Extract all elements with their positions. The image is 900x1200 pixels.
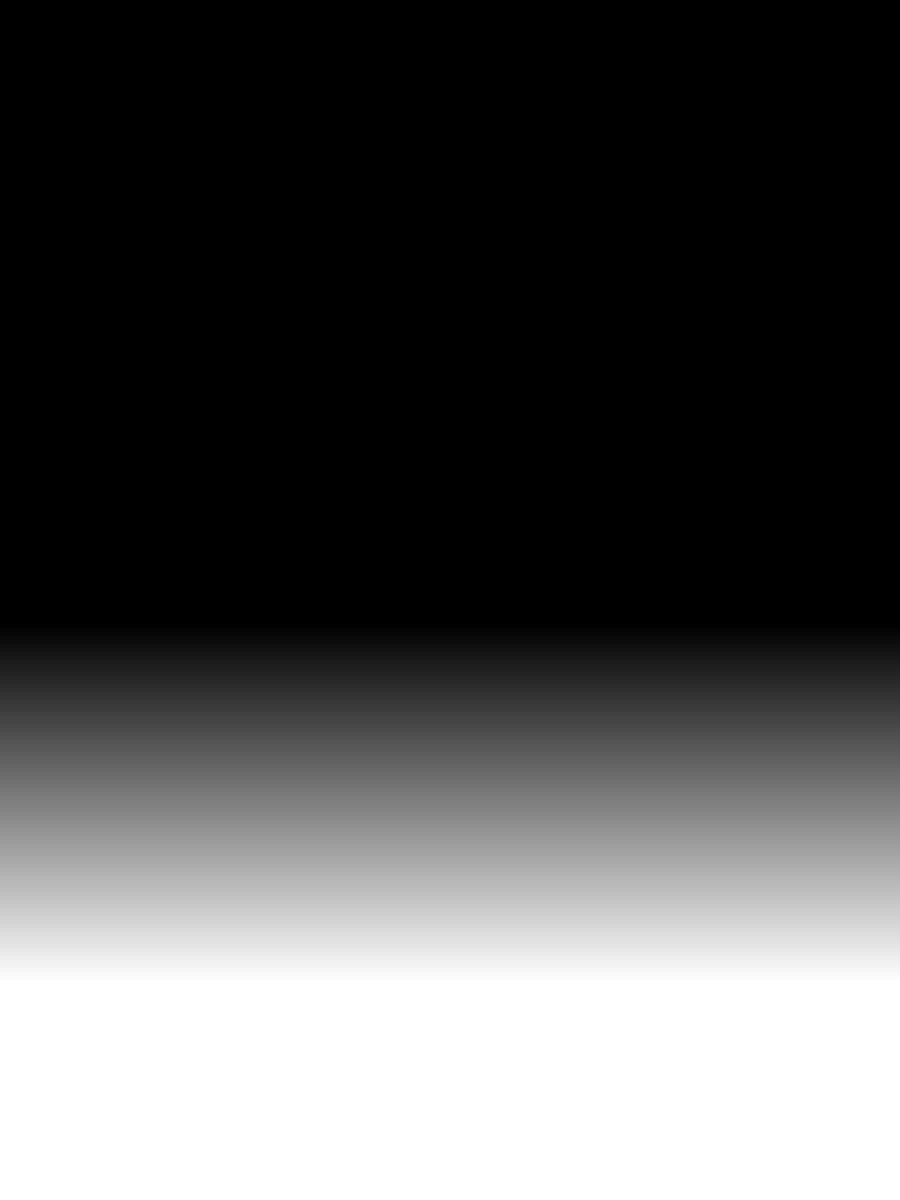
Bar <box>570 786 576 796</box>
Text: A: A <box>272 589 288 610</box>
Bar <box>570 518 576 528</box>
Text: Review Similar Figures: Review Similar Figures <box>165 184 758 234</box>
Bar <box>349 634 356 643</box>
Bar <box>447 518 576 796</box>
Text: B: B <box>484 613 500 634</box>
Text: Scale Factor=: Scale Factor= <box>176 883 320 904</box>
Text: 2: 2 <box>181 589 194 610</box>
Text: 4: 4 <box>274 659 286 679</box>
Bar <box>447 786 454 796</box>
Bar <box>203 634 211 643</box>
Bar <box>203 556 356 643</box>
Text: 8: 8 <box>505 811 518 832</box>
Text: 16: 16 <box>590 647 616 667</box>
Bar <box>349 556 356 564</box>
Bar <box>447 518 454 528</box>
Text: Give the scale factor from A to B: Give the scale factor from A to B <box>182 322 569 346</box>
Bar <box>203 556 211 564</box>
Bar <box>367 874 542 913</box>
